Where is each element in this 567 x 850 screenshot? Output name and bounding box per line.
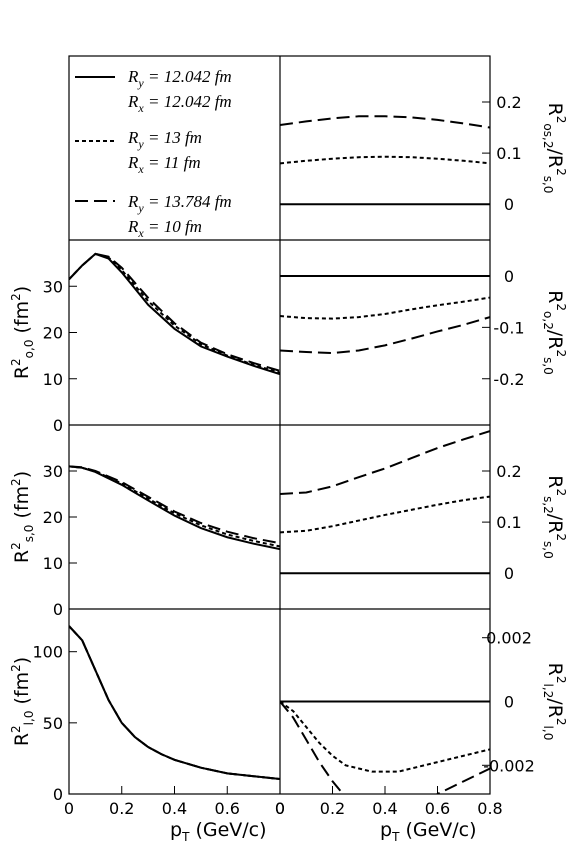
x-tick-label: 0.8 bbox=[477, 799, 502, 818]
series-long-dash bbox=[69, 625, 280, 781]
panel-r-os2-ratio: 0 0.1 0.2 R2os,2/R2s,0 bbox=[280, 93, 567, 214]
series-short-dash bbox=[280, 296, 490, 320]
y-tick-label: 0.1 bbox=[496, 144, 521, 163]
y-tick-label: 30 bbox=[43, 277, 63, 296]
series-short-dash bbox=[69, 465, 280, 548]
x-tick-label: 0.2 bbox=[320, 799, 345, 818]
y-tick-label: 0 bbox=[53, 600, 63, 619]
legend-entry-1-line1: Ry = 12.042 fm bbox=[127, 67, 232, 90]
y-tick-label: 100 bbox=[32, 643, 63, 662]
y-tick-label: 0 bbox=[504, 195, 514, 214]
y-axis-label: R2o,2/R2s,0 bbox=[541, 290, 567, 375]
series-long-dash bbox=[280, 316, 490, 355]
x-tick-label: 0 bbox=[275, 799, 285, 818]
series-short-dash bbox=[280, 495, 490, 534]
series-long-dash bbox=[69, 465, 280, 545]
legend-entry-3-line2: Rx = 10 fm bbox=[127, 217, 202, 240]
y-tick-label: -0.002 bbox=[483, 756, 535, 775]
y-axis-label: R2l,0 (fm2) bbox=[9, 657, 36, 746]
y-axis-label: R2o,0 (fm2) bbox=[9, 286, 36, 379]
y-tick-label: 0.1 bbox=[496, 513, 521, 532]
series-short-dash bbox=[280, 700, 490, 773]
y-tick-label: 50 bbox=[43, 714, 63, 733]
y-tick-label: -0.1 bbox=[493, 318, 524, 337]
y-tick-label: 0 bbox=[504, 564, 514, 583]
y-tick-label: 20 bbox=[43, 508, 63, 527]
series-short-dash bbox=[69, 625, 280, 781]
y-tick-label: 10 bbox=[43, 370, 63, 389]
legend-entry-2-line2: Rx = 11 fm bbox=[127, 153, 201, 176]
y-axis-label: R2os,2/R2s,0 bbox=[541, 103, 567, 194]
y-tick-label: 0 bbox=[504, 693, 514, 712]
plots: 0 0.1 0.2 R2os,2/R2s,0 0 10 20 30 R2o,0 (fm2) -0.… bbox=[9, 93, 567, 818]
series-solid bbox=[69, 625, 280, 781]
series-solid bbox=[69, 252, 280, 376]
y-tick-label: 0 bbox=[504, 267, 514, 286]
y-tick-label: 0.002 bbox=[486, 629, 532, 648]
panel-frame bbox=[68, 55, 491, 795]
x-tick-label: 0.6 bbox=[425, 799, 450, 818]
y-tick-label: 0.2 bbox=[496, 462, 521, 481]
x-tick-label: 0.2 bbox=[109, 799, 134, 818]
series-short-dash bbox=[69, 252, 280, 374]
y-tick-label: 0.2 bbox=[496, 93, 521, 112]
x-tick-label: 0.6 bbox=[215, 799, 240, 818]
x-tick-label: 0 bbox=[64, 799, 74, 818]
panel-r-s2-ratio: 0 0.1 0.2 R2s,2/R2s,0 bbox=[280, 430, 567, 583]
series-long-dash bbox=[280, 700, 490, 794]
y-axis-label: R2s,2/R2s,0 bbox=[541, 475, 567, 559]
legend-entry-2-line1: Ry = 13 fm bbox=[127, 128, 202, 151]
y-tick-label: 0 bbox=[53, 416, 63, 435]
series-long-dash bbox=[280, 115, 490, 129]
panel-r-l0: 0 50 100 0 0.2 0.4 0.6 0 R2l,0 (fm2) bbox=[9, 625, 285, 818]
y-axis-label: R2l,2/R2l,0 bbox=[541, 663, 567, 741]
series-long-dash bbox=[280, 430, 490, 495]
panel-r-l2-ratio: -0.002 0 0.002 0 0.2 0.4 0.6 0.8 R2l,2/R2l,0 bbox=[275, 629, 567, 818]
y-tick-label: -0.2 bbox=[493, 370, 524, 389]
x-tick-label: 0.4 bbox=[372, 799, 397, 818]
x-axis-label-left: pT (GeV/c) bbox=[170, 819, 267, 844]
panel-r-s0: 0 10 20 30 R2s,0 (fm2) bbox=[9, 462, 280, 619]
series-short-dash bbox=[280, 155, 490, 165]
panel-r-o0: 0 10 20 30 R2o,0 (fm2) bbox=[9, 252, 280, 435]
panel-r-o2-ratio: -0.2 -0.1 0 R2o,2/R2s,0 bbox=[280, 267, 567, 389]
legend-entry-3-line1: Ry = 13.784 fm bbox=[127, 192, 232, 215]
y-tick-label: 30 bbox=[43, 462, 63, 481]
legend-entry-1-line2: Rx = 12.042 fm bbox=[127, 92, 232, 115]
x-axis-label-right: pT (GeV/c) bbox=[380, 819, 477, 844]
y-tick-label: 0 bbox=[53, 785, 63, 804]
y-tick-label: 20 bbox=[43, 324, 63, 343]
y-tick-label: 10 bbox=[43, 554, 63, 573]
x-tick-label: 0.4 bbox=[162, 799, 187, 818]
series-long-dash bbox=[69, 252, 280, 372]
x-tick-label: 0 bbox=[275, 799, 285, 818]
y-axis-label: R2s,0 (fm2) bbox=[9, 471, 36, 563]
legend: Ry = 12.042 fm Rx = 12.042 fm Ry = 13 fm… bbox=[75, 67, 232, 240]
